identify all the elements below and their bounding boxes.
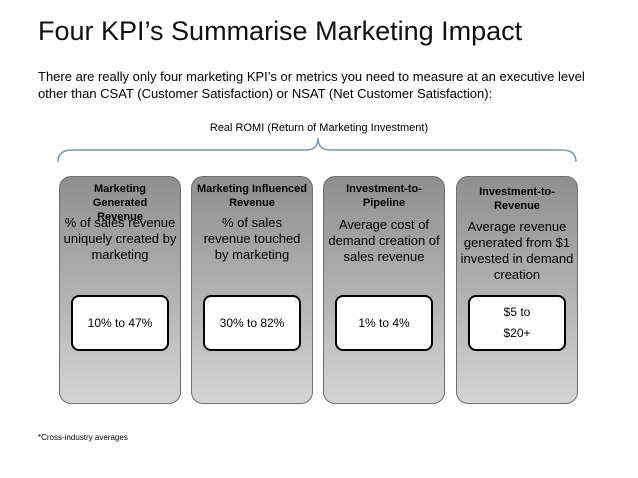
kpi-value-box: 1% to 4% xyxy=(335,295,433,351)
kpi-title: Investment-to-Pipeline xyxy=(346,183,422,209)
footnote: *Cross-industry averages xyxy=(38,433,128,442)
slide-title: Four KPI’s Summarise Marketing Impact xyxy=(38,16,523,46)
kpi-value: 30% to 82% xyxy=(219,315,285,330)
kpi-card-marketing-generated: Marketing Generated Revenue % of sales r… xyxy=(59,176,181,404)
kpi-description: Average cost of demand creation of sales… xyxy=(328,217,440,264)
kpi-description: % of sales revenue touched by marketing xyxy=(203,215,301,262)
kpi-card-marketing-influenced: Marketing Influenced Revenue % of sales … xyxy=(191,176,313,404)
kpi-value: $5 to $20+ xyxy=(503,305,531,340)
kpi-card-investment-to-revenue: Investment-to-Revenue Average revenue ge… xyxy=(456,176,578,404)
kpi-title: Investment-to-Revenue xyxy=(479,186,555,212)
brace-label: Real ROMI (Return of Marketing Investmen… xyxy=(209,122,429,134)
kpi-title: Marketing Influenced Revenue xyxy=(196,183,308,209)
kpi-value-box: 30% to 82% xyxy=(203,295,301,351)
kpi-card-investment-to-pipeline: Investment-to-Pipeline Average cost of d… xyxy=(323,176,445,404)
intro-text: There are really only four marketing KPI… xyxy=(38,69,585,101)
kpi-value-box: $5 to $20+ xyxy=(468,295,566,351)
kpi-title: Marketing Generated Revenue xyxy=(92,183,148,223)
kpi-value: 1% to 4% xyxy=(358,315,410,330)
kpi-description: % of sales revenue uniquely created by m… xyxy=(63,215,177,262)
kpi-value-box: 10% to 47% xyxy=(71,295,169,351)
kpi-description: Average revenue generated from $1 invest… xyxy=(460,219,574,282)
kpi-value: 10% to 47% xyxy=(87,315,153,330)
curly-brace-icon xyxy=(57,137,577,163)
